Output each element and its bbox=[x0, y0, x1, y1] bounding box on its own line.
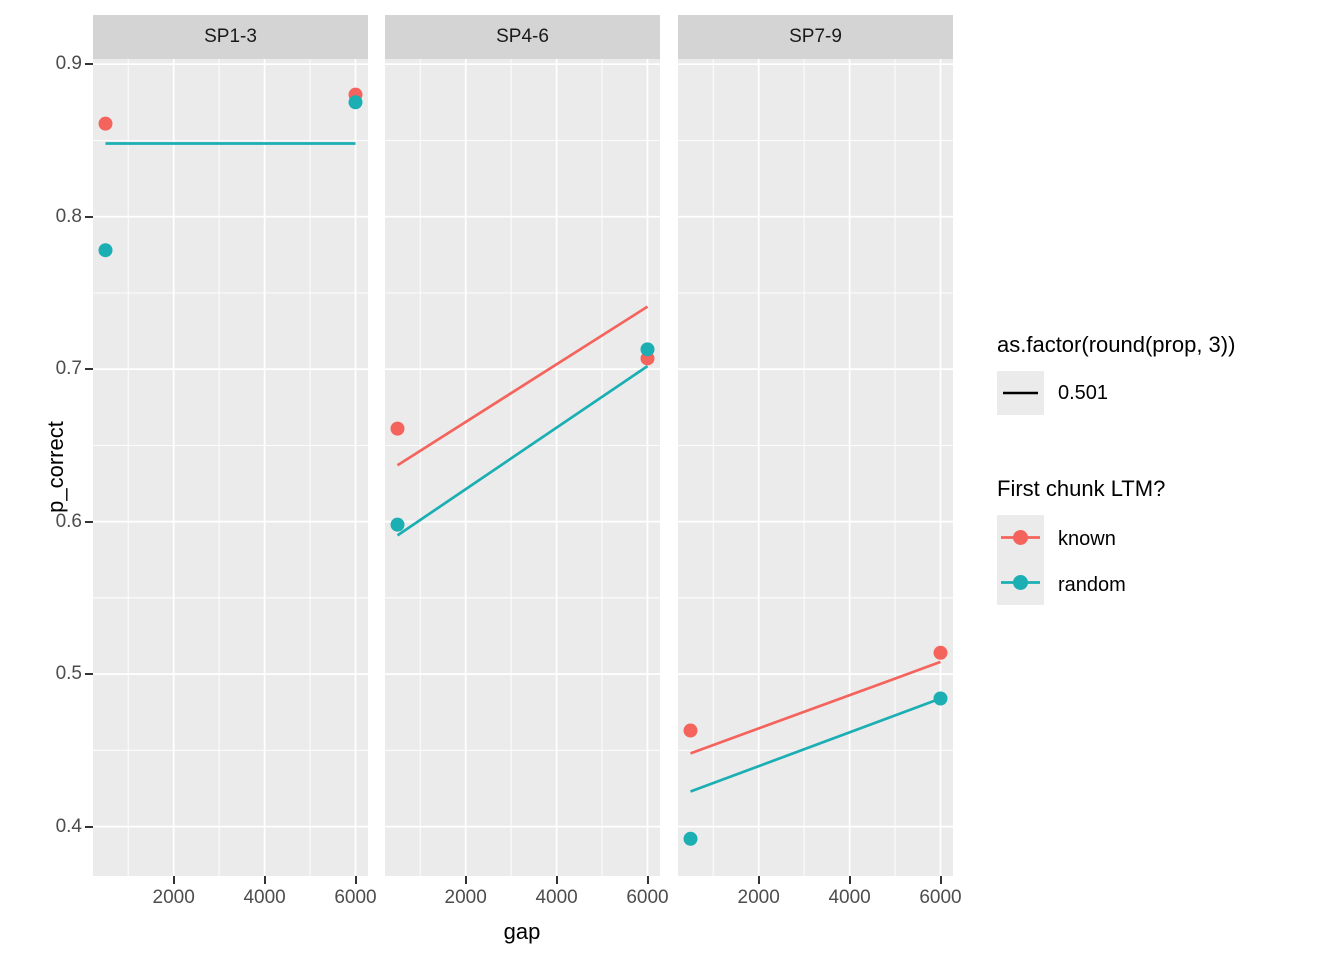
x-tick-mark bbox=[354, 876, 357, 884]
x-tick-mark bbox=[263, 876, 266, 884]
trend-line-random bbox=[690, 697, 941, 793]
x-tick-label: 4000 bbox=[535, 887, 578, 908]
x-axis-title: gap bbox=[503, 919, 541, 944]
legend-label-prop: 0.501 bbox=[1058, 382, 1109, 404]
data-point-random bbox=[933, 691, 948, 706]
y-tick-label: 0.7 bbox=[55, 358, 82, 380]
data-point-random bbox=[640, 342, 655, 357]
data-point-random bbox=[348, 95, 363, 110]
x-tick-mark bbox=[555, 876, 558, 884]
x-tick-mark bbox=[646, 876, 649, 884]
legend-label-random: random bbox=[1058, 574, 1126, 596]
legend-key-random bbox=[997, 560, 1044, 605]
legend-key-linetype bbox=[997, 371, 1044, 415]
panel-plot bbox=[385, 59, 660, 876]
x-tick-mark bbox=[464, 876, 467, 884]
legend-color-title: First chunk LTM? bbox=[997, 476, 1166, 501]
black-line-icon bbox=[1003, 391, 1038, 395]
known-line-dot-icon bbox=[1001, 530, 1040, 545]
x-tick-label: 4000 bbox=[243, 887, 286, 908]
y-tick-label: 0.4 bbox=[55, 815, 82, 837]
legend: as.factor(round(prop, 3)) 0.501 First ch… bbox=[997, 320, 1337, 620]
facet-panel bbox=[385, 59, 660, 876]
y-tick-mark bbox=[85, 368, 93, 371]
facet-strip: SP7-9 bbox=[678, 15, 953, 59]
x-tick-label: 6000 bbox=[626, 887, 669, 908]
trend-line-known bbox=[396, 305, 649, 467]
data-point-known bbox=[683, 723, 698, 738]
y-tick-mark bbox=[85, 673, 93, 676]
y-tick-mark bbox=[85, 215, 93, 218]
facet-strip: SP1-3 bbox=[93, 15, 368, 59]
x-tick-label: 6000 bbox=[919, 887, 962, 908]
panel-plot bbox=[678, 59, 953, 876]
data-point-random bbox=[390, 517, 405, 532]
random-line-dot-icon bbox=[1001, 575, 1040, 590]
trend-line-random bbox=[396, 364, 649, 537]
y-tick-mark bbox=[85, 520, 93, 523]
y-axis-title: p_correct bbox=[42, 421, 68, 513]
x-tick-label: 2000 bbox=[737, 887, 780, 908]
x-tick-mark bbox=[939, 876, 942, 884]
data-point-random bbox=[683, 831, 698, 846]
facet-panel bbox=[678, 59, 953, 876]
x-tick-mark bbox=[757, 876, 760, 884]
y-tick-label: 0.5 bbox=[55, 663, 82, 685]
x-tick-label: 2000 bbox=[152, 887, 195, 908]
y-tick-mark bbox=[85, 825, 93, 828]
y-tick-label: 0.8 bbox=[55, 205, 82, 227]
legend-label-known: known bbox=[1058, 528, 1116, 550]
legend-linetype-title: as.factor(round(prop, 3)) bbox=[997, 332, 1236, 357]
x-tick-label: 6000 bbox=[334, 887, 377, 908]
facet-strip-label: SP1-3 bbox=[204, 26, 257, 47]
panel-plot bbox=[93, 59, 368, 876]
x-tick-mark bbox=[172, 876, 175, 884]
facet-strip: SP4-6 bbox=[385, 15, 660, 59]
data-point-known bbox=[98, 116, 113, 131]
trend-line-known bbox=[690, 660, 941, 755]
data-point-known bbox=[933, 645, 948, 660]
y-tick-label: 0.9 bbox=[55, 53, 82, 75]
x-tick-label: 2000 bbox=[444, 887, 487, 908]
facet-strip-label: SP4-6 bbox=[496, 26, 549, 47]
data-point-random bbox=[98, 243, 113, 258]
facet-strip-label: SP7-9 bbox=[789, 26, 842, 47]
facet-panel bbox=[93, 59, 368, 876]
x-tick-mark bbox=[848, 876, 851, 884]
data-point-known bbox=[390, 421, 405, 436]
legend-key-known bbox=[997, 515, 1044, 560]
y-tick-mark bbox=[85, 63, 93, 66]
x-tick-label: 4000 bbox=[828, 887, 871, 908]
y-tick-label: 0.6 bbox=[55, 510, 82, 532]
